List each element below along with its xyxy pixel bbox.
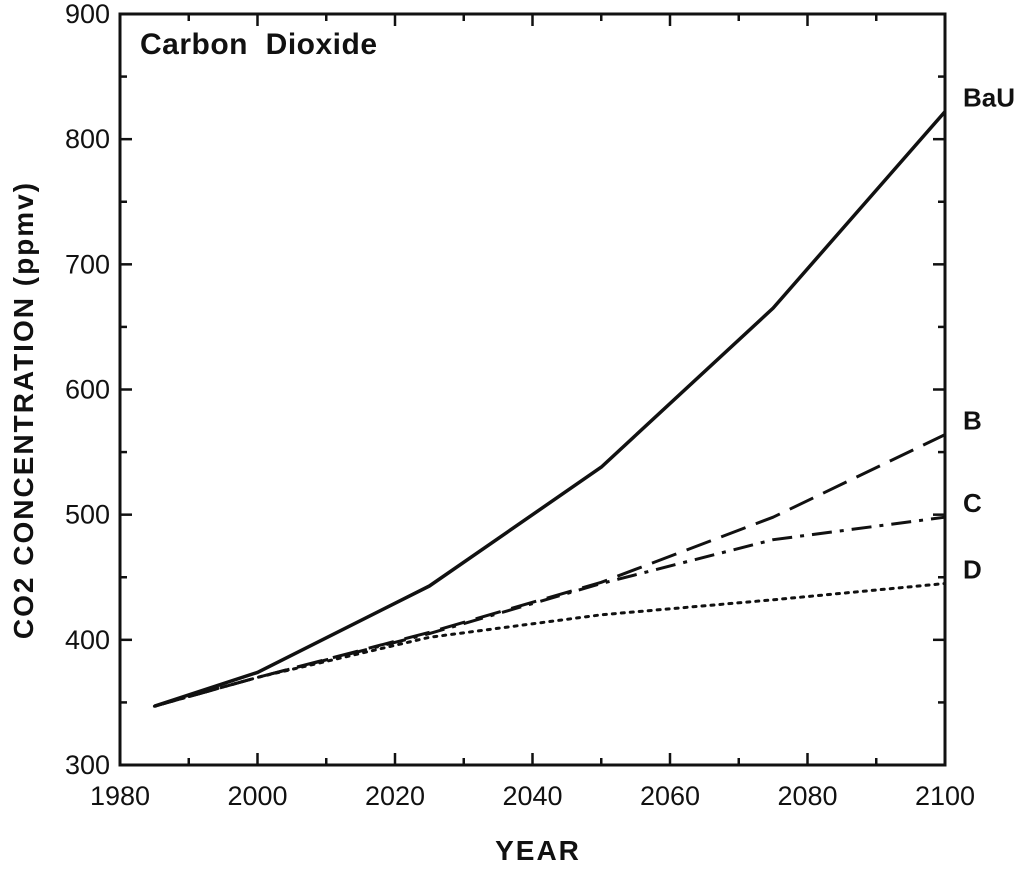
x-tick-label: 1980	[90, 781, 150, 811]
x-tick-label: 2080	[777, 781, 837, 811]
series-line-d	[152, 582, 947, 708]
series-line-bau	[153, 110, 947, 708]
x-tick-label: 2100	[915, 781, 975, 811]
x-tick-label: 2040	[502, 781, 562, 811]
x-tick-label: 2020	[365, 781, 425, 811]
series-line-c	[153, 515, 946, 708]
series-label-b: B	[963, 406, 982, 436]
y-axis-label: CO2 CONCENTRATION (ppmv)	[8, 181, 39, 639]
y-tick-label: 500	[65, 500, 110, 530]
plot-frame	[118, 12, 947, 767]
x-tick-label: 2060	[640, 781, 700, 811]
series-lines	[152, 110, 947, 708]
y-tick-label: 700	[65, 249, 110, 279]
x-axis: 1980 2000 2020 2040 2060 2080 2100	[90, 14, 975, 811]
series-label-d: D	[963, 555, 982, 585]
y-tick-label: 300	[65, 750, 110, 780]
y-axis: 300 400 500 600 700 800 900	[65, 0, 945, 780]
y-tick-label: 800	[65, 124, 110, 154]
y-tick-label: 900	[65, 0, 110, 29]
x-axis-label: YEAR	[495, 835, 581, 866]
series-labels: BaU B C D	[963, 83, 1015, 585]
series-label-bau: BaU	[963, 83, 1015, 113]
series-label-c: C	[963, 488, 982, 518]
y-tick-label: 400	[65, 625, 110, 655]
x-tick-label: 2000	[227, 781, 287, 811]
y-tick-label: 600	[65, 375, 110, 405]
chart-title: Carbon Dioxide	[140, 28, 378, 61]
